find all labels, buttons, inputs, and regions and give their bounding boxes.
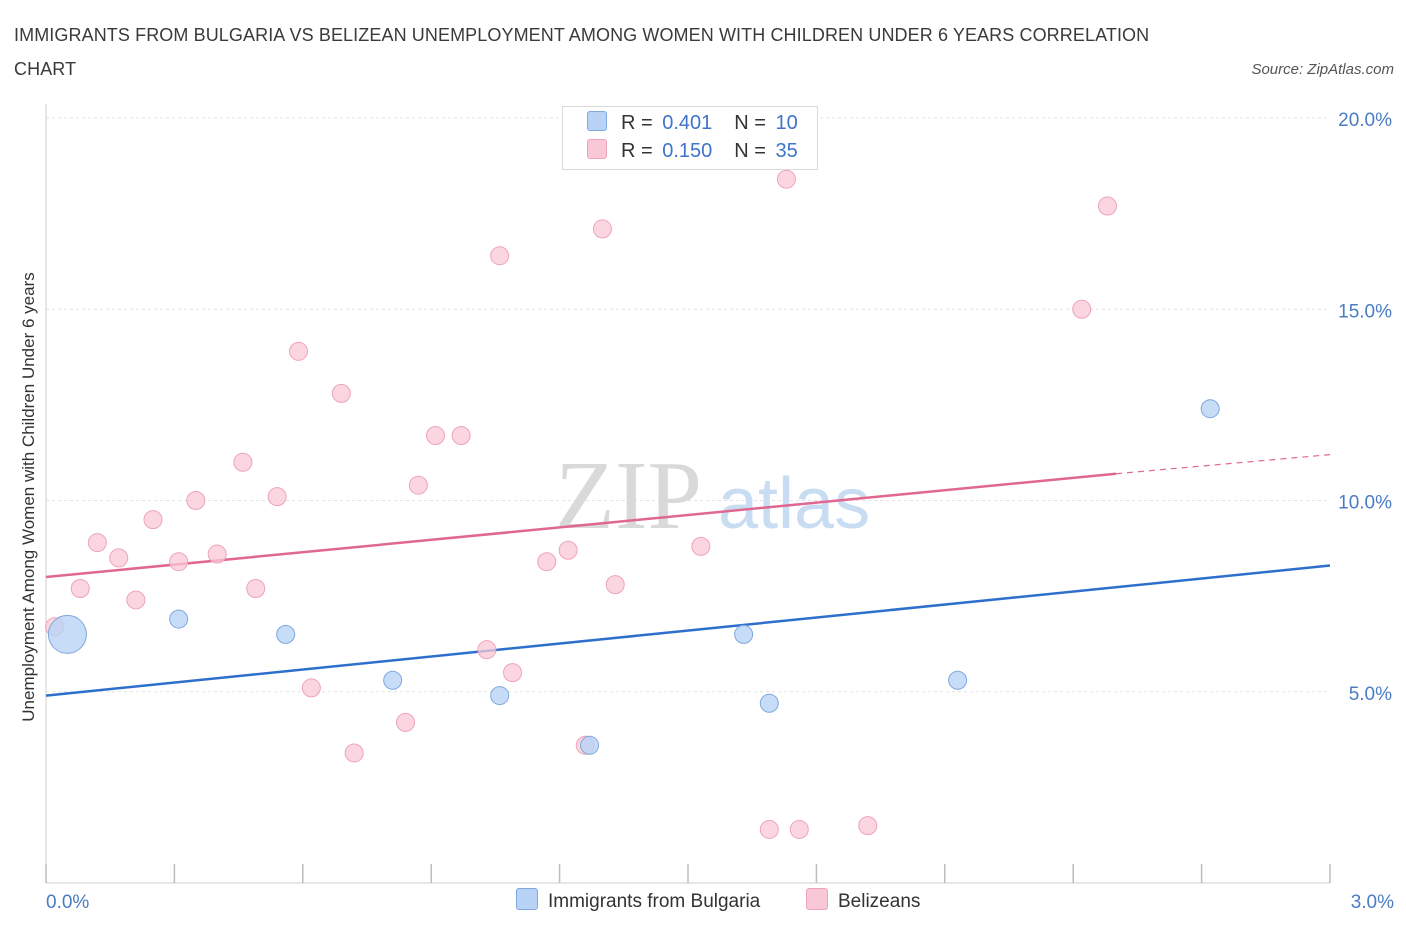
gridlines [46,117,1330,693]
legend-row-bulgaria: R = 0.401 N = 10 [587,111,798,139]
bulgaria-point [948,670,968,690]
bulgaria-legend-label: Immigrants from Bulgaria [548,891,761,912]
belize-point [558,540,578,560]
bulgaria-r-value: 0.401 [662,112,713,134]
belize-point [425,425,445,445]
belize-point [70,578,90,598]
belize-point [451,425,471,445]
bulgaria-point [580,735,600,755]
y-axis-label: Unemployment Among Women with Children U… [19,272,38,721]
n-label: N = [734,112,766,134]
watermark-zip: ZIP [555,442,702,550]
correlation-legend: R = 0.401 N = 10 R = 0.150 N = 35 [562,106,818,170]
belize-point [344,743,364,763]
belize-point [301,678,321,698]
belize-point [289,341,309,361]
source-label: Source: ZipAtlas.com [1251,61,1394,78]
belize-point [109,548,129,568]
bulgaria-point [734,624,754,644]
belize-point [537,552,557,572]
y-tick-label: 20.0% [1338,110,1392,131]
x-tick-label-min: 0.0% [46,892,89,913]
belize-point [246,578,266,598]
y-tick-labels: 5.0% 10.0% 15.0% 20.0% [1338,110,1392,705]
belize-point [858,816,878,836]
belize-point [1097,196,1117,216]
belize-point [477,640,497,660]
bulgaria-point [490,686,510,706]
belize-legend-swatch [806,888,828,910]
belize-point [592,219,612,239]
belize-point [207,544,227,564]
belize-point [331,383,351,403]
bottom-legend-belize: Belizeans [806,888,920,913]
belize-point [396,712,416,732]
belize-legend-label: Belizeans [838,891,921,912]
belize-point [776,169,796,189]
r-label: R = [621,140,653,162]
bulgaria-point [1200,399,1220,419]
legend-row-belize: R = 0.150 N = 35 [587,139,798,167]
n-label: N = [734,140,766,162]
belize-point [691,536,711,556]
bulgaria-point [47,614,87,654]
bulgaria-trend-line [45,564,1331,697]
belize-point [789,819,809,839]
belize-r-value: 0.150 [662,140,713,162]
bulgaria-legend-swatch [516,888,538,910]
belize-point [186,491,206,510]
bottom-legend-bulgaria: Immigrants from Bulgaria [516,888,760,913]
watermark: ZIP atlas [555,442,870,550]
belize-point [503,663,523,683]
belize-point [169,552,189,572]
belize-point [408,475,428,495]
chart-title: IMMIGRANTS FROM BULGARIA VS BELIZEAN UNE… [14,25,1150,79]
x-tick-label-max: 3.0% [1351,892,1394,913]
belize-point [126,590,146,610]
axes [45,104,1331,884]
belize-point [759,819,779,839]
belize-point [490,246,510,266]
belize-point [605,575,625,595]
belize-point [143,510,163,530]
belize-point [267,487,287,507]
belize-swatch [587,139,607,159]
bulgaria-point [759,693,779,713]
belize-point [233,452,253,472]
y-tick-label: 10.0% [1338,493,1392,514]
data-points [45,169,1220,839]
belize-point [1072,299,1092,319]
r-label: R = [621,112,653,134]
y-tick-label: 15.0% [1338,301,1392,322]
bulgaria-point [276,624,296,644]
bulgaria-point [169,609,189,629]
bulgaria-n-value: 10 [775,112,798,134]
bulgaria-point [383,670,403,690]
belize-point [87,533,107,553]
belize-n-value: 35 [775,140,798,162]
belize-trend-extension [1115,454,1331,475]
y-tick-label: 5.0% [1349,684,1392,705]
bulgaria-swatch [587,111,607,131]
